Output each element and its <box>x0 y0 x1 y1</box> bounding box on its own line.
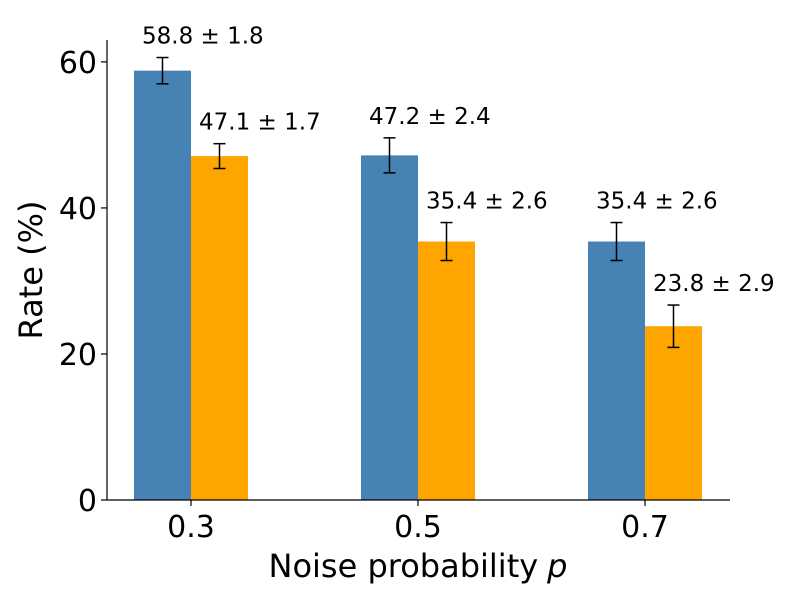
error-bar-series-2-0.7 <box>667 304 680 349</box>
data-label-series-2-0.7: 23.8 ± 2.9 <box>653 271 775 297</box>
data-label-series-1-0.3: 58.8 ± 1.8 <box>142 24 264 50</box>
bar-series-2-0.3 <box>191 156 248 500</box>
data-label-series-2-0.3: 47.1 ± 1.7 <box>199 110 321 136</box>
bar-group-0.7: 35.4 ± 2.6 23.8 ± 2.9 <box>588 189 775 500</box>
error-bar-series-2-0.5 <box>440 221 453 262</box>
bar-series-2-0.5 <box>418 241 475 500</box>
error-bar-series-1-0.5 <box>383 137 396 174</box>
plot-area: 58.8 ± 1.8 47.1 ± 1.7 47.2 ± 2.4 35.4 ± 2.6… <box>134 24 775 501</box>
bar-series-1-0.3 <box>134 70 191 501</box>
y-tick-label-40: 40 <box>59 192 97 227</box>
x-axis-label-text: Noise probability <box>269 547 539 585</box>
bar-series-2-0.7 <box>645 326 702 500</box>
bar-group-0.5: 47.2 ± 2.4 35.4 ± 2.6 <box>361 104 548 500</box>
y-tick-label-60: 60 <box>59 46 97 81</box>
error-bar-series-1-0.7 <box>610 221 623 262</box>
x-tick-label-0.7: 0.7 <box>621 510 669 545</box>
y-axis-label: Rate (%) <box>12 201 50 340</box>
axes: 0 20 40 60 0.3 0.5 0.7 <box>59 40 730 545</box>
x-axis-label: Noise probability p <box>269 547 568 585</box>
bar-group-0.3: 58.8 ± 1.8 47.1 ± 1.7 <box>134 24 321 501</box>
bar-series-1-0.5 <box>361 155 418 500</box>
x-tick-label-0.3: 0.3 <box>167 510 215 545</box>
y-tick-label-20: 20 <box>59 338 97 373</box>
data-label-series-1-0.7: 35.4 ± 2.6 <box>596 189 718 215</box>
x-axis-label-variable: p <box>546 547 567 585</box>
error-bar-series-1-0.3 <box>156 56 169 85</box>
bar-series-1-0.7 <box>588 241 645 500</box>
data-label-series-1-0.5: 47.2 ± 2.4 <box>369 104 491 130</box>
data-label-series-2-0.5: 35.4 ± 2.6 <box>426 189 548 215</box>
y-tick-label-0: 0 <box>78 484 97 519</box>
x-tick-label-0.5: 0.5 <box>394 510 442 545</box>
error-bar-series-2-0.3 <box>213 142 226 170</box>
